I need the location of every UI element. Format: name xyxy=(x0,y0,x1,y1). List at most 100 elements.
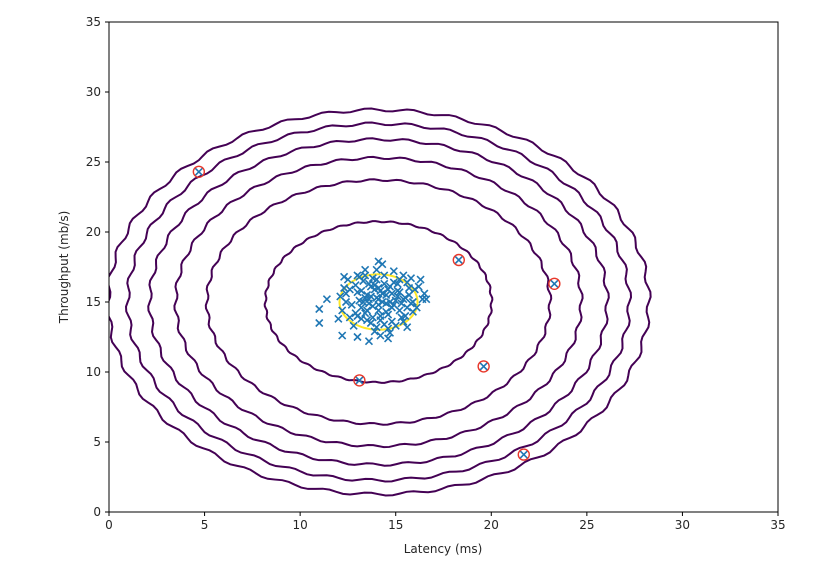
contour-lines xyxy=(109,107,652,497)
data-point xyxy=(353,311,362,321)
data-point xyxy=(405,290,414,300)
data-point xyxy=(374,300,383,309)
outlier-markers xyxy=(192,165,561,461)
outlier-circle xyxy=(517,448,530,461)
outlier-point xyxy=(479,362,488,371)
data-point xyxy=(416,275,425,284)
data-point xyxy=(412,303,421,312)
data-point xyxy=(364,337,374,346)
data-point xyxy=(364,295,374,304)
data-point xyxy=(399,317,408,326)
data-point xyxy=(334,314,343,323)
outlier-circle xyxy=(548,277,561,290)
data-point xyxy=(349,321,358,330)
y-tick-label: 35 xyxy=(86,15,101,29)
data-point xyxy=(372,293,381,302)
data-point xyxy=(384,324,393,333)
data-point xyxy=(406,274,416,283)
x-tick-label: 10 xyxy=(293,518,308,532)
data-point xyxy=(393,279,402,288)
contour-line-2 xyxy=(263,220,494,384)
data-point xyxy=(414,282,423,291)
y-tick-label: 25 xyxy=(86,155,101,169)
data-point xyxy=(364,279,374,288)
data-point xyxy=(387,289,396,298)
outlier-point xyxy=(194,167,203,176)
data-point xyxy=(340,272,349,281)
data-point xyxy=(399,295,408,304)
outlier-point xyxy=(550,279,559,288)
data-point xyxy=(315,318,324,328)
x-tick-label: 20 xyxy=(484,518,499,532)
data-point xyxy=(347,300,356,309)
data-point xyxy=(341,289,351,298)
data-point xyxy=(395,275,404,284)
data-point xyxy=(374,283,383,293)
contour-line-5 xyxy=(147,137,610,467)
data-point xyxy=(422,295,431,304)
x-tick-label: 5 xyxy=(201,518,209,532)
y-axis-title: Throughput (mb/s) xyxy=(57,211,71,324)
data-point xyxy=(380,271,389,280)
data-point xyxy=(382,299,391,308)
data-point xyxy=(384,334,393,343)
data-point xyxy=(385,282,395,291)
data-point xyxy=(391,321,400,330)
data-point xyxy=(393,292,402,301)
data-point xyxy=(338,306,347,315)
x-axis-title: Latency (ms) xyxy=(404,542,483,556)
data-point xyxy=(336,292,345,301)
data-point xyxy=(357,286,366,295)
y-tick-label: 15 xyxy=(86,295,101,309)
data-point xyxy=(401,311,410,321)
x-axis-ticks: 0 5 10 15 20 25 30 35 xyxy=(105,512,786,532)
contour-line-4 xyxy=(173,155,584,449)
data-point xyxy=(361,265,370,274)
x-tick-label: 30 xyxy=(675,518,690,532)
data-point xyxy=(395,288,404,297)
contour-line-6 xyxy=(124,121,633,483)
x-tick-label: 25 xyxy=(579,518,594,532)
plot-frame xyxy=(108,21,779,513)
data-point xyxy=(403,323,412,332)
data-point xyxy=(372,323,381,332)
data-point xyxy=(368,274,377,283)
contour-line-7 xyxy=(109,107,652,497)
data-point xyxy=(389,267,398,276)
y-tick-label: 20 xyxy=(86,225,101,239)
data-point xyxy=(338,331,347,340)
data-point xyxy=(374,257,383,266)
data-point xyxy=(315,304,324,314)
data-point xyxy=(385,328,395,337)
outlier-circle xyxy=(477,360,490,373)
outlier-circle xyxy=(452,253,465,267)
data-point xyxy=(391,296,400,305)
data-point xyxy=(361,309,370,318)
y-tick-label: 5 xyxy=(93,435,101,449)
data-point xyxy=(389,300,398,309)
data-point xyxy=(340,283,349,293)
data-point xyxy=(368,313,377,322)
y-tick-label: 30 xyxy=(86,85,101,99)
y-tick-label: 10 xyxy=(86,365,101,379)
data-point xyxy=(366,318,375,328)
data-point xyxy=(405,283,414,293)
x-tick-label: 15 xyxy=(388,518,403,532)
data-point xyxy=(420,289,429,298)
data-point xyxy=(345,313,354,322)
outlier-circle xyxy=(192,165,206,179)
y-axis-ticks: 0 5 10 15 20 25 30 35 xyxy=(86,15,109,519)
x-tick-label: 35 xyxy=(770,518,785,532)
y-tick-label: 0 xyxy=(93,505,101,519)
data-point xyxy=(382,307,391,316)
outlier-point xyxy=(454,255,463,265)
data-point xyxy=(397,299,406,308)
data-point xyxy=(359,297,368,307)
x-tick-label: 0 xyxy=(105,518,113,532)
data-point xyxy=(376,331,385,340)
data-points xyxy=(315,257,431,346)
outlier-point xyxy=(355,376,364,385)
data-point xyxy=(376,316,385,325)
